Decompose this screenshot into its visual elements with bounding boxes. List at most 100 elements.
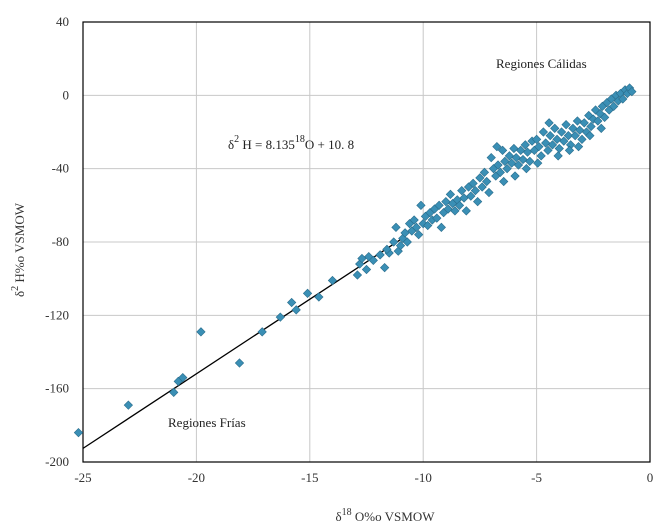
data-point	[352, 270, 363, 280]
data-point	[484, 187, 494, 198]
data-point	[618, 94, 628, 104]
data-point	[568, 123, 578, 133]
cold-regions-label: Regiones Frías	[168, 415, 246, 430]
y-tick-label: -200	[45, 454, 69, 469]
data-point	[545, 131, 555, 141]
data-points	[73, 83, 637, 438]
data-point	[502, 164, 512, 174]
data-point	[459, 193, 469, 203]
y-tick-label: 0	[63, 87, 70, 102]
data-point	[411, 222, 422, 232]
data-point	[382, 244, 392, 254]
equation-label: δ2 H = 8.13518O + 10. 8	[228, 134, 354, 152]
data-point	[553, 151, 563, 161]
warm-regions-label: Regiones Cálidas	[496, 56, 587, 71]
data-point	[596, 123, 606, 133]
y-tick-label: -80	[52, 234, 69, 249]
data-point	[423, 220, 433, 231]
data-point	[510, 171, 520, 181]
data-point	[547, 140, 558, 150]
data-point	[509, 143, 519, 154]
data-point	[531, 134, 542, 144]
data-point	[570, 131, 580, 141]
data-point	[559, 136, 569, 146]
data-point	[416, 200, 426, 210]
data-point	[500, 156, 510, 166]
data-point	[600, 112, 610, 122]
data-point	[577, 134, 587, 144]
data-point	[434, 200, 444, 210]
gridlines	[83, 22, 650, 462]
data-point	[516, 145, 526, 155]
data-point	[445, 189, 456, 199]
data-point	[73, 428, 84, 438]
data-point	[482, 176, 492, 187]
data-point	[391, 222, 401, 232]
data-point	[521, 164, 532, 174]
x-tick-label: -15	[301, 470, 318, 485]
data-point	[507, 158, 517, 168]
data-point	[364, 252, 374, 262]
data-point	[518, 154, 528, 165]
data-point	[291, 305, 301, 315]
data-point	[178, 373, 188, 383]
data-point	[609, 101, 619, 111]
data-point	[493, 160, 503, 170]
y-tick-label: 40	[56, 14, 69, 29]
data-point	[477, 182, 487, 192]
y-tick-label: -160	[45, 381, 69, 396]
x-axis-ticks: -25 -20 -15 -10 -5 0	[74, 470, 653, 485]
data-point	[432, 213, 442, 223]
data-point	[470, 186, 480, 196]
data-point	[586, 121, 596, 132]
data-point	[556, 127, 567, 137]
data-point	[409, 215, 419, 225]
y-tick-label: -120	[45, 307, 69, 322]
data-point	[522, 147, 533, 157]
data-point	[368, 255, 378, 265]
data-point	[466, 191, 476, 201]
y-axis-ticks: -200 -160 -120 -80 -40 0 40	[45, 14, 69, 469]
data-point	[475, 173, 485, 183]
data-point	[450, 206, 460, 216]
data-point	[169, 387, 179, 397]
data-point	[361, 264, 372, 275]
data-point	[454, 200, 465, 210]
data-point	[395, 241, 406, 251]
data-point	[564, 145, 575, 155]
data-point	[538, 127, 549, 137]
data-point	[495, 167, 505, 177]
data-point	[492, 142, 502, 152]
data-point	[375, 250, 385, 260]
data-point	[544, 118, 554, 128]
data-point	[402, 237, 412, 247]
x-tick-label: -5	[531, 470, 542, 485]
data-point	[418, 219, 428, 229]
data-point	[380, 263, 390, 273]
trendline	[82, 239, 401, 449]
x-tick-label: -25	[74, 470, 91, 485]
y-axis-title: δ2 H%o VSMOW	[10, 202, 27, 297]
x-tick-label: -20	[188, 470, 205, 485]
data-point	[541, 138, 551, 148]
data-point	[572, 116, 583, 126]
data-point	[513, 160, 524, 170]
data-point	[479, 167, 490, 177]
data-point	[257, 327, 267, 337]
data-point	[595, 109, 605, 119]
data-point	[123, 400, 133, 410]
data-point	[563, 131, 573, 141]
data-point	[533, 158, 543, 168]
data-point	[627, 87, 637, 97]
data-point	[414, 230, 424, 240]
data-point	[588, 114, 598, 124]
data-point	[497, 145, 508, 155]
data-point	[314, 292, 324, 302]
x-axis-title: δ18 O%o VSMOW	[336, 507, 436, 524]
data-point	[536, 151, 546, 161]
data-point	[275, 312, 285, 322]
data-point	[389, 237, 399, 247]
data-point	[473, 197, 483, 207]
data-point	[468, 178, 478, 188]
data-point	[443, 204, 453, 214]
